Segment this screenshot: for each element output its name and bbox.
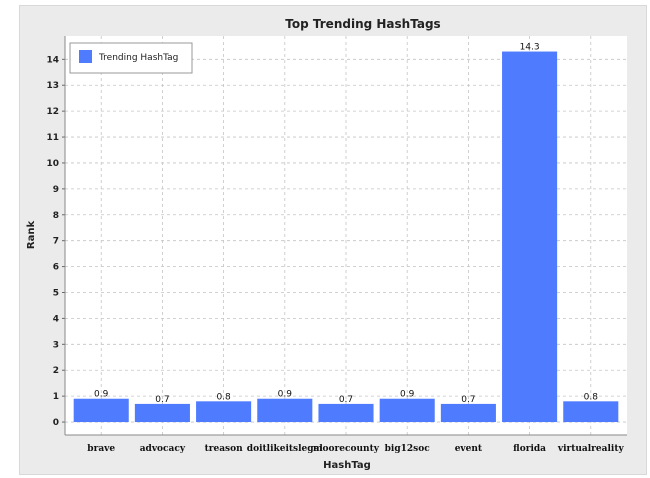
y-tick-label: 5	[53, 289, 59, 299]
x-tick-label: brave	[87, 444, 115, 454]
y-tick-label: 9	[53, 185, 59, 195]
y-tick-label: 10	[46, 159, 59, 169]
y-tick-label: 8	[53, 211, 59, 221]
x-tick-label: doitlikeitslegal	[247, 444, 324, 454]
bar-doitlikeitslegal	[257, 398, 313, 423]
data-label-advocacy: 0.7	[155, 395, 169, 405]
bar-event	[440, 403, 496, 423]
y-tick-label: 6	[53, 263, 59, 273]
y-tick-label: 0	[53, 418, 59, 428]
bar-advocacy	[134, 403, 190, 423]
bar-florida	[502, 51, 558, 423]
data-label-event: 0.7	[461, 395, 475, 405]
legend: Trending HashTag	[69, 42, 193, 74]
data-label-brave: 0.9	[94, 390, 109, 400]
y-tick-label: 11	[46, 133, 59, 143]
y-tick-label: 1	[53, 392, 59, 402]
bar-chart: Top Trending HashTags 0.90.7 0.8 0.90.70.9…	[26, 17, 627, 471]
bar-big12soc	[379, 398, 435, 423]
x-tick-label: treason	[205, 444, 244, 454]
y-tick-label: 2	[53, 366, 59, 376]
x-tick-label: event	[455, 444, 483, 454]
data-label-florida: 14.3	[520, 43, 540, 53]
x-tick-label: advocacy	[140, 444, 186, 454]
x-tick-label: virtualreality	[557, 444, 625, 454]
data-label-big12soc: 0.9	[400, 390, 415, 400]
bar-treason	[196, 401, 252, 423]
bar-virtualreality	[563, 401, 619, 423]
bars: 0.9 0.7 0.8 0.9 0.7 0.9 0.7 14.3 0.8	[73, 43, 619, 423]
bar-moorecounty	[318, 403, 374, 423]
x-tick-label: big12soc	[385, 444, 431, 454]
data-label-doitlikeitslegal: 0.9	[278, 390, 293, 400]
y-tick-label: 4	[53, 314, 59, 324]
data-label-moorecounty: 0.7	[339, 395, 353, 405]
y-tick-label: 14	[46, 55, 59, 65]
x-tick-label: moorecounty	[313, 444, 380, 454]
data-label-virtualreality: 0.8	[584, 392, 599, 402]
chart-frame: Top Trending HashTags 0.9 0.7 0.8 0.9 0.7 0.9…	[19, 5, 647, 475]
y-tick-label: 7	[53, 237, 59, 247]
legend-swatch	[79, 50, 92, 63]
legend-label: Trending HashTag	[98, 53, 178, 63]
x-axis: brave advocacy treason doitlikeitslegalmoor…	[65, 434, 627, 454]
y-axis-label: Rank	[26, 221, 37, 250]
y-tick-label: 3	[53, 340, 59, 350]
x-tick-label: florida	[513, 444, 546, 454]
bar-brave	[73, 398, 129, 423]
x-axis-label: HashTag	[323, 460, 371, 471]
data-label-treason: 0.8	[216, 392, 231, 402]
chart-title: Top Trending HashTags	[285, 17, 440, 31]
y-tick-label: 12	[46, 107, 59, 117]
y-tick-label: 13	[46, 81, 59, 91]
